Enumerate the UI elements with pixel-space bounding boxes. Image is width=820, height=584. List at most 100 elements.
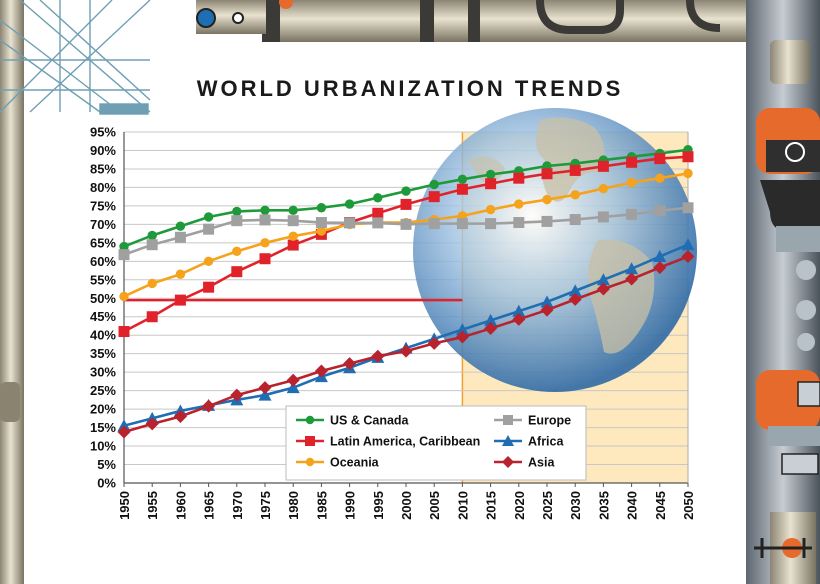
legend-swatch-marker-europe (503, 415, 513, 425)
data-point-asia (681, 250, 695, 264)
data-point-europe (654, 205, 666, 217)
data-point-europe (682, 202, 694, 214)
gauge-icon (279, 0, 293, 9)
legend: US & Canada Latin America, Caribbean Ocean… (285, 405, 587, 481)
pipe-fitting (0, 382, 20, 422)
data-point-europe (344, 217, 356, 229)
legend-label-oceania: Oceania (330, 456, 380, 470)
data-point-oceania (542, 194, 552, 205)
data-point-europe (203, 223, 215, 235)
data-point-us-canada (344, 199, 355, 209)
data-point-oceania (175, 269, 186, 279)
data-point-latin-america-caribbean (146, 311, 158, 323)
data-point-asia (512, 312, 526, 326)
data-point-africa (258, 388, 272, 401)
x-tick-label: 2030 (568, 491, 583, 520)
y-tick-label: 5% (97, 457, 116, 472)
data-point-latin-america-caribbean (118, 326, 130, 338)
legend-swatch-marker-latin-america-caribbean (305, 436, 315, 446)
machinery-block (776, 226, 820, 252)
data-point-oceania (232, 246, 242, 257)
x-tick-label: 2005 (427, 491, 442, 520)
x-tick-label: 2025 (540, 491, 555, 520)
globe-continent-north-america (536, 117, 605, 202)
data-point-asia (314, 364, 328, 378)
legend-swatch-marker-africa (502, 435, 514, 446)
data-point-latin-america-caribbean (513, 172, 525, 184)
data-point-africa (625, 262, 639, 275)
data-point-us-canada (429, 179, 439, 190)
legend-label-africa: Africa (528, 435, 564, 449)
x-tick-label: 2020 (512, 491, 527, 520)
data-point-europe (118, 249, 130, 261)
x-tick-label: 1985 (314, 491, 329, 520)
data-point-europe (174, 231, 186, 243)
data-point-latin-america-caribbean (682, 151, 694, 163)
data-point-latin-america-caribbean (541, 168, 553, 180)
y-tick-label: 80% (90, 180, 116, 195)
y-tick-label: 25% (90, 383, 116, 398)
machinery-cylinder (770, 40, 810, 84)
data-point-asia (455, 330, 469, 344)
data-point-europe (146, 239, 158, 251)
data-point-asia (286, 373, 300, 387)
data-point-oceania (260, 238, 270, 248)
y-tick-label: 70% (90, 217, 116, 232)
data-point-asia (173, 409, 187, 423)
legend-label-asia: Asia (528, 456, 555, 470)
data-point-latin-america-caribbean (456, 183, 468, 195)
data-point-us-canada (119, 241, 129, 252)
y-axis: 0% 5% 10% 15% 20% 25% 30% 35% 40% 45% 50% 55% 60% 65%… (90, 125, 116, 491)
y-tick-label: 60% (90, 254, 116, 269)
legend-swatch-marker-oceania (305, 457, 315, 467)
y-tick-label: 85% (90, 161, 116, 176)
data-point-africa (568, 284, 582, 297)
data-point-oceania (203, 256, 214, 267)
machinery-screen (797, 381, 820, 407)
data-point-latin-america-caribbean (654, 153, 666, 165)
y-tick-label: 65% (90, 235, 116, 250)
data-point-latin-america-caribbean (569, 164, 581, 176)
series-europe (118, 202, 694, 261)
data-point-oceania (570, 190, 580, 200)
data-point-us-canada (457, 174, 468, 184)
x-tick-label: 2015 (484, 491, 499, 520)
x-tick-label: 2035 (596, 491, 611, 520)
data-point-latin-america-caribbean (287, 239, 299, 251)
left-pipe (0, 0, 24, 584)
data-point-europe (513, 217, 525, 229)
data-point-oceania (598, 183, 609, 194)
data-point-africa (540, 295, 554, 308)
data-point-asia (596, 282, 610, 296)
x-tick-label: 1980 (286, 491, 301, 520)
valve-handle-icon (754, 538, 812, 558)
data-point-us-canada (147, 230, 157, 241)
data-point-asia (653, 261, 667, 275)
data-point-us-canada (373, 193, 383, 203)
machinery-rivet (797, 333, 815, 351)
data-point-latin-america-caribbean (597, 160, 609, 172)
data-point-asia (371, 349, 385, 363)
y-tick-label: 55% (90, 272, 116, 287)
data-point-us-canada (485, 169, 496, 180)
top-pipe-bend (686, 0, 721, 32)
x-axis: 1950 1955 1960 1965 1970 1975 1980 1985 1990 1995… (117, 483, 696, 520)
data-point-oceania (514, 199, 524, 209)
valve-knob-icon (232, 12, 244, 24)
data-point-europe (259, 214, 271, 226)
data-point-europe (456, 218, 468, 230)
y-tick-label: 45% (90, 309, 116, 324)
x-tick-label: 1975 (258, 491, 273, 520)
x-tick-label: 1990 (343, 491, 358, 520)
machinery-block (768, 426, 820, 446)
legend-label-us-canada: US & Canada (330, 414, 410, 428)
machinery-handle (766, 140, 820, 172)
data-point-europe (626, 208, 638, 220)
data-point-us-canada (175, 221, 186, 231)
data-point-oceania (119, 291, 129, 302)
data-point-asia (625, 272, 639, 286)
data-point-africa (455, 323, 469, 336)
data-point-africa (681, 238, 695, 251)
top-pipe-joint (420, 0, 434, 42)
